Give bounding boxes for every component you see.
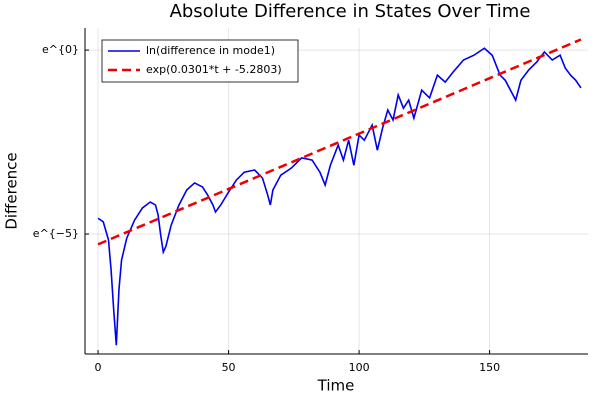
y-axis-label: Difference [3, 152, 21, 229]
x-tick-label: 50 [222, 361, 236, 374]
x-tick-label: 0 [95, 361, 102, 374]
x-tick-label: 150 [479, 361, 500, 374]
y-tick-label: e^{−5} [33, 227, 79, 240]
legend-box [101, 39, 299, 83]
series-line [97, 38, 582, 246]
series-line [97, 47, 582, 346]
x-tick-label: 100 [349, 361, 370, 374]
y-tick-label: e^{0} [42, 43, 79, 56]
legend-label: ln(difference in mode1) [146, 44, 275, 57]
chart-title: Absolute Difference in States Over Time [170, 1, 531, 22]
legend-label: exp(0.0301*t + -5.2803) [146, 63, 282, 76]
x-axis-label: Time [317, 377, 355, 395]
